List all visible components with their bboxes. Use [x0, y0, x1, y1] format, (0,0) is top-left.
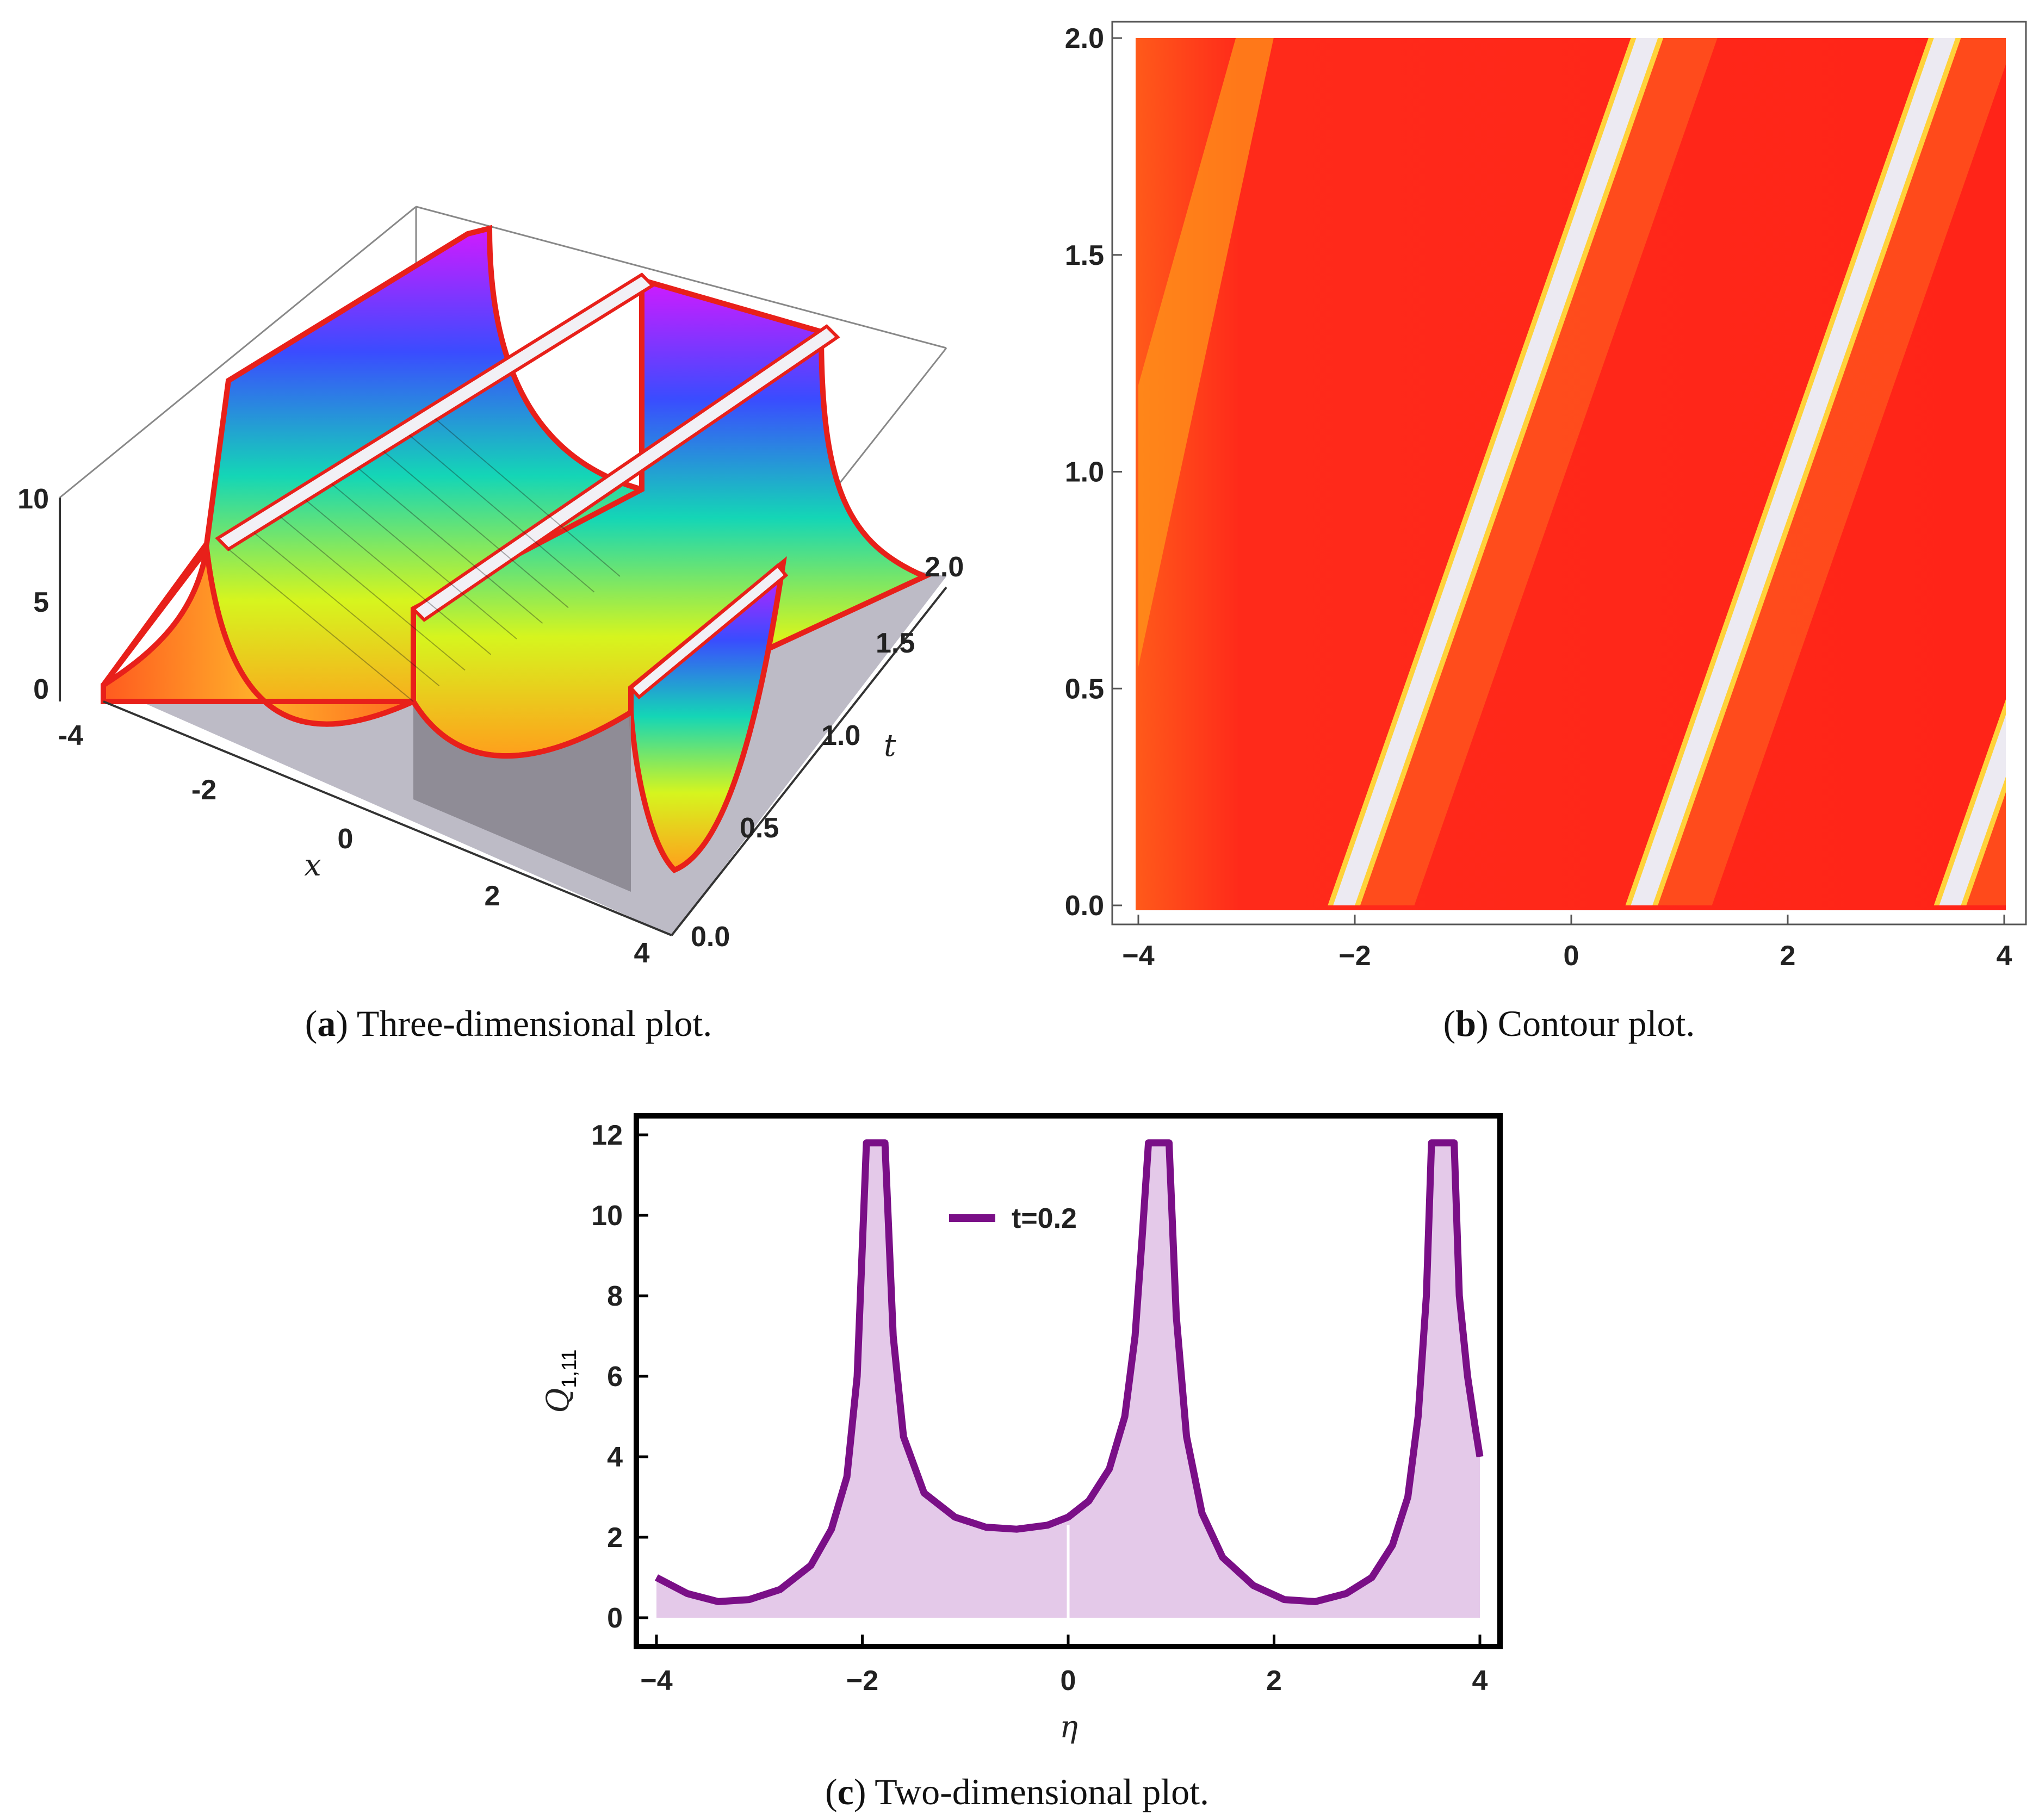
x-axis-label-eta: η: [1059, 1710, 1078, 1745]
contour-bands: [1138, 38, 2006, 905]
panel-c-2d-plot: −4 −2 0 2 4 0 2 4 6 8 10 12 t=0.2 η Q1,11 (c) Two-d…: [541, 1113, 1503, 1812]
x-tick-label: 2: [1266, 1665, 1282, 1697]
series-line-t0.2: [654, 1139, 1484, 1605]
white-band: [1333, 38, 1658, 905]
panel-a-3d-plot: 0 5 10 -4 -2 0 2 4 x 0.0 0.5 1.0 1.5 2.0…: [17, 206, 964, 1044]
x-tick-label: 0: [1564, 940, 1579, 972]
ridge-2-edge: [411, 700, 633, 759]
caption-c: (c) Two-dimensional plot.: [825, 1771, 1209, 1812]
mesh-line: [228, 549, 414, 702]
y-tick-label: 8: [607, 1281, 623, 1312]
t-tick-label: 1.5: [876, 628, 915, 659]
legend-label: t=0.2: [1012, 1203, 1077, 1234]
band-edge: [1933, 699, 2006, 905]
legend: t=0.2: [949, 1203, 1077, 1234]
z-tick-label: 10: [17, 483, 49, 515]
z-tick-label: 5: [33, 587, 49, 618]
x-axis-ticks: -4 -2 0 2 4 x: [58, 720, 650, 969]
t-tick-label: 1.0: [821, 720, 860, 751]
panel-b-contour-plot: −4 −2 0 2 4 0.0 0.5 1.0 1.5 2.0 (b) Contour plot.: [1065, 21, 2027, 1044]
floor-shadow: [413, 701, 631, 892]
band-glow: [1355, 38, 1718, 905]
mesh-line: [383, 451, 569, 608]
mesh-line: [305, 500, 492, 655]
caption-b: (b) Contour plot.: [1443, 1003, 1695, 1044]
t-tick-label: 0.0: [691, 921, 730, 953]
ridge-2-crest: [411, 324, 840, 622]
mesh-line: [280, 516, 466, 671]
t-tick-label: 2.0: [925, 551, 964, 583]
ridge-3-surface: [628, 556, 787, 873]
y-label-sub: 1,11: [558, 1349, 581, 1388]
y-tick-label: 10: [591, 1200, 623, 1232]
mesh-line: [408, 434, 595, 593]
x-tick-label: −2: [1338, 940, 1371, 972]
y-tick-label: 12: [591, 1120, 623, 1151]
t-axis-ticks: 0.0 0.5 1.0 1.5 2.0 t: [691, 551, 964, 953]
svg-text:Q1,11: Q1,11: [541, 1349, 581, 1413]
ridge-1-front-face: [101, 549, 415, 727]
y-tick-label: 1.5: [1065, 240, 1104, 271]
y-tick-label: 4: [607, 1442, 623, 1473]
t-axis-label: t: [884, 728, 896, 763]
y-tick-label: 6: [607, 1361, 623, 1393]
x-tick-label: -2: [191, 774, 216, 806]
x-tick-label: 4: [1997, 940, 2012, 972]
y-tick-label: 2: [607, 1522, 623, 1554]
box-front-edges: [59, 498, 947, 936]
y-axis-label-q: Q1,11: [541, 1349, 581, 1413]
mesh-line: [357, 467, 543, 624]
caption-a: (a) Three-dimensional plot.: [305, 1003, 712, 1044]
x-tick-label: −4: [640, 1665, 672, 1697]
z-tick-label: 0: [33, 674, 49, 705]
x-axis-label: x: [304, 848, 321, 883]
y-tick-label: 2.0: [1065, 23, 1104, 54]
x-tick-label: 4: [1472, 1665, 1488, 1697]
mesh-line: [253, 532, 440, 687]
white-band: [1939, 715, 2006, 905]
x-tick-label: 0: [1061, 1665, 1076, 1697]
y-tick-label: 0.0: [1065, 890, 1104, 922]
x-tick-label: 2: [1780, 940, 1796, 972]
x-tick-label: 4: [634, 937, 650, 969]
x-tick-label: −4: [1122, 940, 1154, 972]
edge-glow: [1138, 38, 1274, 667]
band-glow: [1652, 38, 2006, 905]
y-tick-label: 0: [607, 1602, 623, 1634]
plot-c-area: [654, 1139, 1484, 1618]
x-tick-label: -4: [58, 720, 83, 751]
y-label-main: Q: [541, 1388, 576, 1413]
white-band: [1631, 38, 1956, 905]
ridge-3-crest: [628, 563, 789, 700]
x-tick-label: −2: [846, 1665, 878, 1697]
t-tick-label: 0.5: [740, 812, 779, 844]
x-tick-label: 2: [485, 880, 500, 912]
y-tick-label: 0.5: [1065, 673, 1104, 705]
plot-c-axes: −4 −2 0 2 4 0 2 4 6 8 10 12: [591, 1120, 1488, 1697]
ridges: [101, 225, 932, 892]
mesh-line: [435, 418, 621, 577]
ridge-1-crest: [215, 272, 655, 551]
x-tick-label: 0: [338, 823, 354, 855]
mesh-line: [331, 483, 517, 639]
z-axis-ticks: 0 5 10: [17, 483, 49, 705]
contour-field: [1136, 38, 2006, 910]
contour-axes: −4 −2 0 2 4 0.0 0.5 1.0 1.5 2.0: [1065, 23, 2012, 972]
y-tick-label: 1.0: [1065, 457, 1104, 488]
